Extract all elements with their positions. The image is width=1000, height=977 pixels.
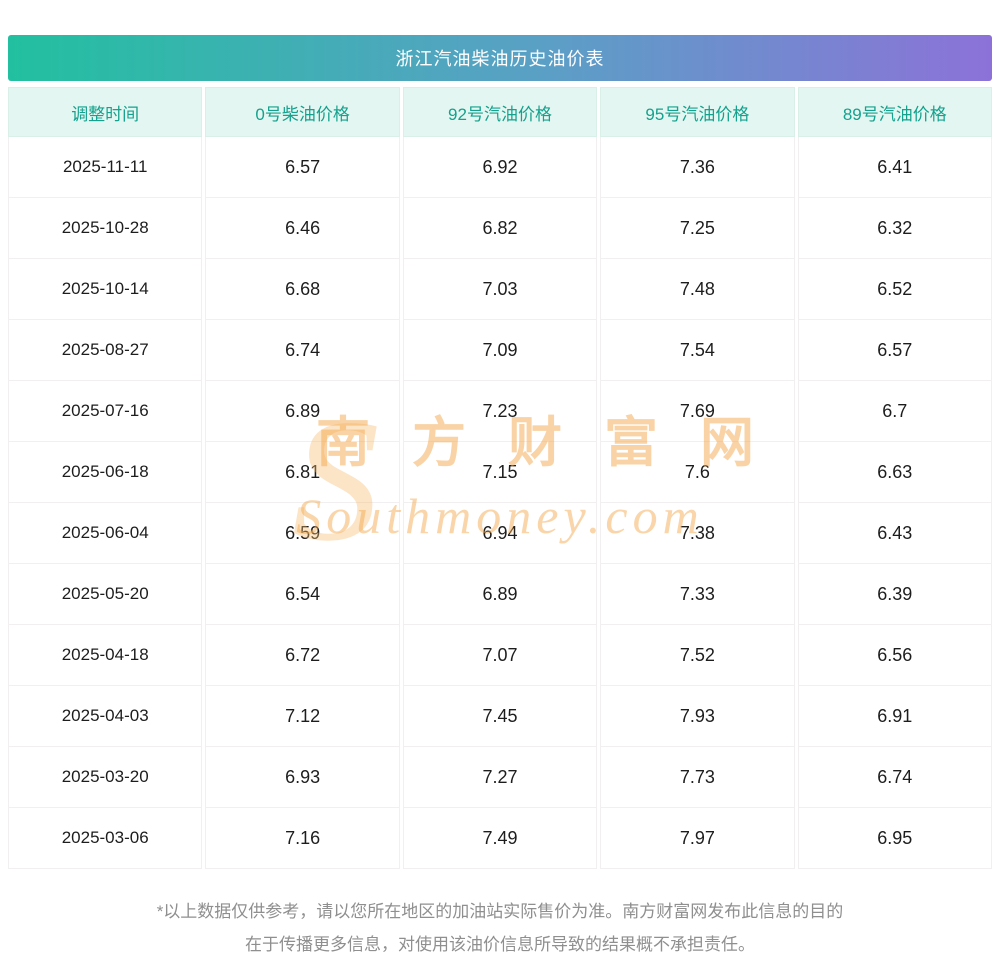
price-cell: 6.74 [205, 320, 400, 381]
price-cell: 7.45 [402, 686, 598, 747]
price-cell: 7.23 [402, 381, 598, 442]
price-cell: 6.89 [205, 381, 400, 442]
table-row: 2025-08-27 6.74 7.09 7.54 6.57 [8, 320, 992, 381]
date-cell: 2025-11-11 [8, 137, 203, 198]
price-cell: 6.68 [205, 259, 400, 320]
date-cell: 2025-07-16 [8, 381, 203, 442]
price-cell: 6.56 [797, 625, 992, 686]
price-cell: 7.36 [600, 137, 795, 198]
price-cell: 6.81 [205, 442, 400, 503]
disclaimer-text: *以上数据仅供参考，请以您所在地区的加油站实际售价为准。南方财富网发布此信息的目… [8, 895, 992, 961]
price-cell: 7.27 [402, 747, 598, 808]
price-cell: 7.6 [600, 442, 795, 503]
date-cell: 2025-10-14 [8, 259, 203, 320]
price-cell: 7.16 [205, 808, 400, 869]
price-cell: 7.93 [600, 686, 795, 747]
price-cell: 6.92 [402, 137, 598, 198]
price-cell: 6.7 [797, 381, 992, 442]
date-cell: 2025-04-03 [8, 686, 203, 747]
price-cell: 6.57 [205, 137, 400, 198]
price-cell: 7.69 [600, 381, 795, 442]
table-row: 2025-03-06 7.16 7.49 7.97 6.95 [8, 808, 992, 869]
price-cell: 6.32 [797, 198, 992, 259]
price-cell: 6.57 [797, 320, 992, 381]
page-title: 浙江汽油柴油历史油价表 [395, 49, 605, 69]
table-row: 2025-11-11 6.57 6.92 7.36 6.41 [8, 137, 992, 198]
price-cell: 6.82 [402, 198, 598, 259]
table-row: 2025-07-16 6.89 7.23 7.69 6.7 [8, 381, 992, 442]
header-cell: 92号汽油价格 [402, 87, 598, 137]
price-cell: 6.43 [797, 503, 992, 564]
price-cell: 6.89 [402, 564, 598, 625]
header-cell: 调整时间 [8, 87, 203, 137]
price-cell: 6.74 [797, 747, 992, 808]
price-table: 调整时间 0号柴油价格 92号汽油价格 95号汽油价格 89号汽油价格 2025-11-… [8, 87, 992, 869]
disclaimer-line-2: 在于传播更多信息，对使用该油价信息所导致的结果概不承担责任。 [245, 935, 755, 955]
date-cell: 2025-05-20 [8, 564, 203, 625]
table-row: 2025-10-28 6.46 6.82 7.25 6.32 [8, 198, 992, 259]
date-cell: 2025-08-27 [8, 320, 203, 381]
table-body: 2025-11-11 6.57 6.92 7.36 6.41 2025-10-28 6.46… [8, 137, 992, 869]
table-row: 2025-06-04 6.59 6.94 7.38 6.43 [8, 503, 992, 564]
price-cell: 7.15 [402, 442, 598, 503]
price-cell: 7.73 [600, 747, 795, 808]
price-cell: 7.33 [600, 564, 795, 625]
table-row: 2025-04-18 6.72 7.07 7.52 6.56 [8, 625, 992, 686]
price-cell: 6.91 [797, 686, 992, 747]
date-cell: 2025-04-18 [8, 625, 203, 686]
date-cell: 2025-03-06 [8, 808, 203, 869]
price-cell: 7.49 [402, 808, 598, 869]
price-cell: 6.52 [797, 259, 992, 320]
price-cell: 6.59 [205, 503, 400, 564]
price-cell: 6.63 [797, 442, 992, 503]
header-cell: 0号柴油价格 [205, 87, 400, 137]
table-row: 2025-05-20 6.54 6.89 7.33 6.39 [8, 564, 992, 625]
date-cell: 2025-10-28 [8, 198, 203, 259]
price-cell: 7.09 [402, 320, 598, 381]
price-cell: 6.93 [205, 747, 400, 808]
price-cell: 7.48 [600, 259, 795, 320]
table-row: 2025-06-18 6.81 7.15 7.6 6.63 [8, 442, 992, 503]
price-cell: 6.72 [205, 625, 400, 686]
price-cell: 7.97 [600, 808, 795, 869]
table-row: 2025-04-03 7.12 7.45 7.93 6.91 [8, 686, 992, 747]
price-cell: 7.54 [600, 320, 795, 381]
price-cell: 6.95 [797, 808, 992, 869]
table-title-bar: 浙江汽油柴油历史油价表 [8, 35, 992, 81]
date-cell: 2025-06-18 [8, 442, 203, 503]
table-row: 2025-03-20 6.93 7.27 7.73 6.74 [8, 747, 992, 808]
price-cell: 7.03 [402, 259, 598, 320]
table-header-row: 调整时间 0号柴油价格 92号汽油价格 95号汽油价格 89号汽油价格 [8, 87, 992, 137]
price-cell: 6.41 [797, 137, 992, 198]
price-cell: 6.54 [205, 564, 400, 625]
price-cell: 6.39 [797, 564, 992, 625]
date-cell: 2025-06-04 [8, 503, 203, 564]
table-row: 2025-10-14 6.68 7.03 7.48 6.52 [8, 259, 992, 320]
price-cell: 7.52 [600, 625, 795, 686]
header-cell: 89号汽油价格 [797, 87, 992, 137]
price-cell: 6.94 [402, 503, 598, 564]
price-cell: 7.38 [600, 503, 795, 564]
price-cell: 6.46 [205, 198, 400, 259]
date-cell: 2025-03-20 [8, 747, 203, 808]
price-cell: 7.25 [600, 198, 795, 259]
disclaimer-line-1: *以上数据仅供参考，请以您所在地区的加油站实际售价为准。南方财富网发布此信息的目… [156, 902, 844, 921]
price-cell: 7.07 [402, 625, 598, 686]
header-cell: 95号汽油价格 [600, 87, 795, 137]
price-cell: 7.12 [205, 686, 400, 747]
